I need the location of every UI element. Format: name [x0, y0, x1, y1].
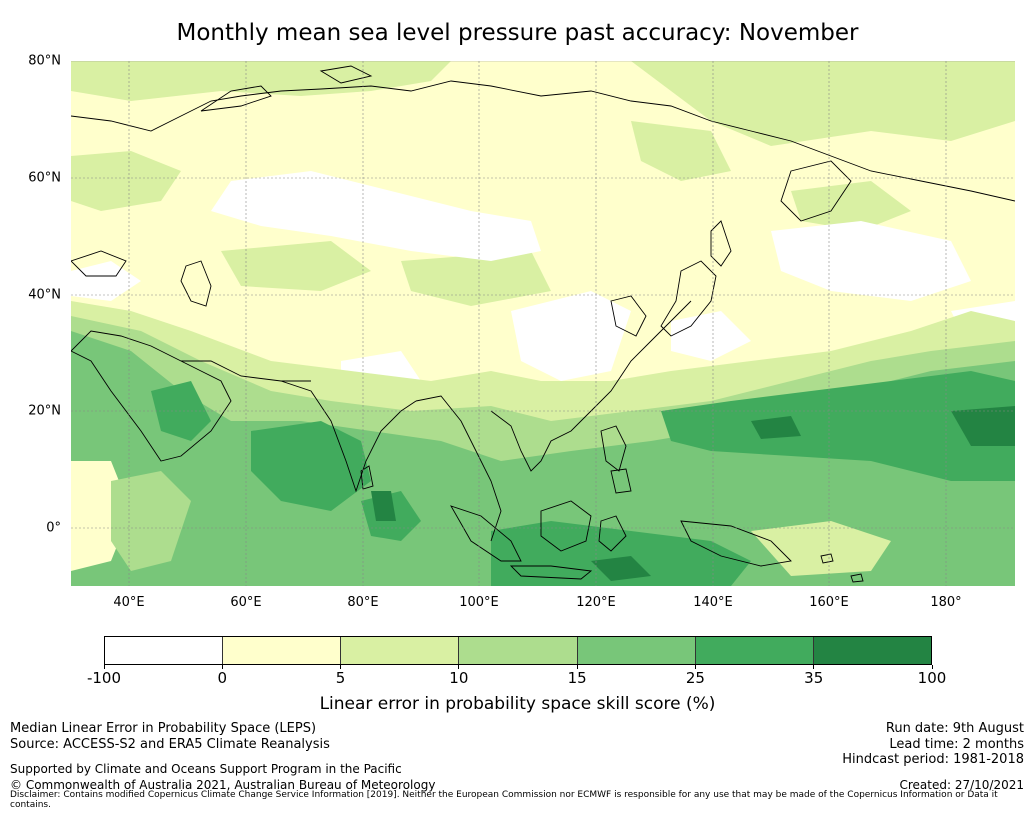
- colorbar-segment: [695, 637, 814, 664]
- disclaimer: Disclaimer: Contains modified Copernicus…: [10, 790, 998, 810]
- colorbar-label: Linear error in probability space skill …: [319, 694, 716, 714]
- footer-source: Source: ACCESS-S2 and ERA5 Climate Reana…: [10, 737, 330, 752]
- lon-label-180: 180°: [930, 595, 962, 610]
- lon-label-80e: 80°E: [347, 595, 379, 610]
- lon-label-100e: 100°E: [459, 595, 499, 610]
- colorbar-tick: [813, 665, 815, 669]
- colorbar-tick: [931, 665, 933, 669]
- footer-copyright: © Commonwealth of Australia 2021, Austra…: [10, 778, 436, 792]
- colorbar-tick-label: 35: [804, 669, 824, 687]
- footer-method: Median Linear Error in Probability Space…: [10, 721, 317, 736]
- lat-label-0: 0°: [46, 520, 61, 536]
- coastlines: [71, 65, 1015, 583]
- colorbar-tick-label: -100: [86, 669, 122, 687]
- colorbar-tick: [458, 665, 460, 669]
- lat-label-20n: 20°N: [28, 403, 61, 419]
- colorbar-tick: [694, 665, 696, 669]
- graticule: [71, 61, 1015, 586]
- skill-region-south: [71, 301, 1015, 586]
- colorbar: [104, 636, 932, 665]
- colorbar-tick-label: 15: [567, 669, 587, 687]
- map-title: Monthly mean sea level pressure past acc…: [176, 20, 859, 46]
- colorbar-segment: [223, 637, 342, 664]
- colorbar-tick-label: 25: [685, 669, 705, 687]
- lat-label-60n: 60°N: [28, 170, 61, 186]
- colorbar-tick: [103, 665, 105, 669]
- colorbar-segment: [459, 637, 578, 664]
- colorbar-tick: [221, 665, 223, 669]
- colorbar-tick-label: 0: [217, 669, 228, 687]
- colorbar-segment: [813, 637, 931, 664]
- colorbar-tick-label: 100: [917, 669, 947, 687]
- colorbar-segment: [577, 637, 696, 664]
- lon-label-120e: 120°E: [576, 595, 616, 610]
- lead-time: Lead time: 2 months: [889, 737, 1024, 752]
- colorbar-tick-label: 10: [449, 669, 469, 687]
- footer-supported: Supported by Climate and Oceans Support …: [10, 762, 402, 776]
- colorbar-segment: [105, 637, 224, 664]
- colorbar-tick-label: 5: [335, 669, 346, 687]
- skill-region-north: [71, 61, 1015, 306]
- lon-label-60e: 60°E: [230, 595, 262, 610]
- lon-label-140e: 140°E: [693, 595, 733, 610]
- colorbar-segment: [341, 637, 460, 664]
- lat-label-40n: 40°N: [28, 287, 61, 303]
- lon-label-40e: 40°E: [113, 595, 145, 610]
- hindcast-period: Hindcast period: 1981-2018: [842, 752, 1024, 767]
- colorbar-tick: [340, 665, 342, 669]
- lon-label-160e: 160°E: [809, 595, 849, 610]
- created-date: Created: 27/10/2021: [899, 778, 1024, 792]
- colorbar-tick: [576, 665, 578, 669]
- lat-label-80n: 80°N: [28, 53, 61, 69]
- run-date: Run date: 9th August: [885, 721, 1024, 736]
- skill-score-map: [71, 61, 1015, 586]
